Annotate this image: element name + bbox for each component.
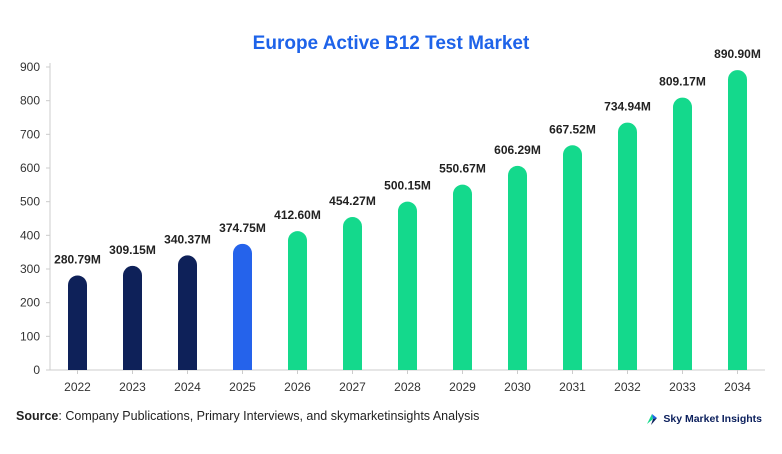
sky-market-insights-logo-icon (647, 414, 658, 425)
data-label-2033: 809.17M (659, 75, 706, 89)
brand-name: Sky Market Insights (663, 413, 762, 425)
y-tick-label: 700 (20, 127, 40, 141)
x-tick-label: 2033 (669, 380, 696, 394)
y-tick-label: 600 (20, 161, 40, 175)
y-tick-label: 800 (20, 94, 40, 108)
x-tick-label: 2029 (449, 380, 476, 394)
bar-2023 (123, 265, 142, 370)
y-tick-label: 500 (20, 195, 40, 209)
bar-2024 (178, 255, 197, 370)
y-tick-label: 300 (20, 262, 40, 276)
y-tick-label: 100 (20, 329, 40, 343)
y-tick-label: 400 (20, 228, 40, 242)
data-label-2029: 550.67M (439, 162, 486, 176)
bar-2034 (728, 70, 747, 371)
y-tick-label: 200 (20, 296, 40, 310)
y-axis: 0 100 200 300 400 500 600 700 800 900 (20, 60, 51, 377)
x-axis: 2022 2023 2024 2025 2026 2027 2028 2029 2030 2031… (50, 369, 765, 394)
source-text: : Company Publications, Primary Intervie… (58, 409, 480, 423)
bars (68, 70, 747, 371)
brand-logo: Sky Market Insights (645, 412, 762, 426)
bar-2033 (673, 97, 692, 370)
data-labels: 280.79M 309.15M 340.37M 374.75M 412.60M 454.2… (54, 47, 761, 266)
data-label-2034: 890.90M (714, 47, 761, 61)
bar-2022 (68, 275, 87, 370)
data-label-2032: 734.94M (604, 100, 651, 114)
y-tick-label: 900 (20, 60, 40, 74)
data-label-2024: 340.37M (164, 232, 211, 246)
x-tick-label: 2024 (174, 380, 201, 394)
data-label-2031: 667.52M (549, 122, 596, 136)
bar-2025 (233, 243, 252, 370)
bar-2028 (398, 201, 417, 370)
bar-2026 (288, 231, 307, 370)
data-label-2022: 280.79M (54, 252, 101, 266)
data-label-2025: 374.75M (219, 221, 266, 235)
bar-2027 (343, 217, 362, 370)
x-tick-label: 2030 (504, 380, 531, 394)
x-tick-label: 2031 (559, 380, 586, 394)
bar-2030 (508, 165, 527, 370)
data-label-2028: 500.15M (384, 179, 431, 193)
bar-2031 (563, 145, 582, 370)
x-tick-label: 2027 (339, 380, 366, 394)
y-tick-label: 0 (33, 363, 40, 377)
x-tick-label: 2023 (119, 380, 146, 394)
data-label-2030: 606.29M (494, 143, 541, 157)
x-tick-label: 2022 (64, 380, 91, 394)
chart-title: Europe Active B12 Test Market (252, 33, 530, 54)
data-label-2027: 454.27M (329, 194, 376, 208)
x-tick-label: 2032 (614, 380, 641, 394)
source-note: Source: Company Publications, Primary In… (16, 409, 479, 423)
data-label-2026: 412.60M (274, 208, 321, 222)
source-label: Source (16, 409, 59, 423)
x-tick-label: 2025 (229, 380, 256, 394)
bar-2029 (453, 184, 472, 370)
x-tick-label: 2034 (724, 380, 751, 394)
x-tick-label: 2028 (394, 380, 421, 394)
x-tick-label: 2026 (284, 380, 311, 394)
data-label-2023: 309.15M (109, 243, 156, 257)
bar-2032 (618, 122, 637, 370)
